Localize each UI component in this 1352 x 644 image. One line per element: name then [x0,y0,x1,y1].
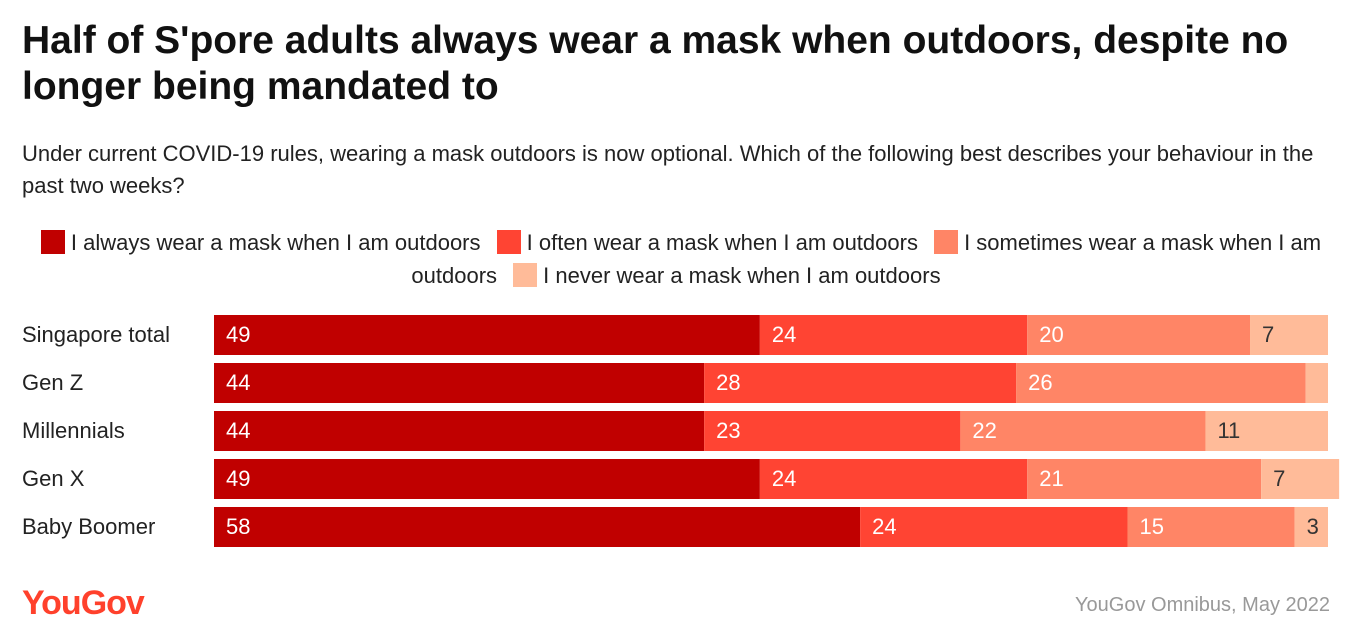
source-note: YouGov Omnibus, May 2022 [1075,594,1330,616]
data-label: 22 [972,418,996,443]
data-label: 11 [1217,418,1240,443]
bar-segment [214,459,760,499]
data-label: 28 [716,370,740,395]
data-label: 44 [226,370,250,395]
data-label: 3 [1307,514,1319,539]
legend: I always wear a mask when I am outdoors … [20,226,1332,292]
bar-segment [1027,459,1262,499]
bar-segment [860,507,1128,547]
bar-segment [1294,507,1328,547]
data-label: 23 [716,418,740,443]
chart-subtitle: Under current COVID-19 rules, wearing a … [22,141,1314,198]
data-label: 44 [226,418,250,443]
data-label: 20 [1039,322,1063,347]
category-label: Millennials [22,418,125,443]
legend-swatch [40,230,65,254]
legend-label: I sometimes wear a mask when I am outdoo… [411,230,1322,288]
bar-segment [704,411,961,451]
data-label: 24 [772,466,796,491]
bar-segment [1261,459,1340,499]
legend-label: I never wear a mask when I am outdoors [543,263,941,288]
legend-swatch [513,263,538,287]
data-label: 15 [1139,514,1163,539]
legend-item: I always wear a mask when I am outdoors [31,230,481,255]
bar-segment [704,363,1017,403]
legend-label: I often wear a mask when I am outdoors [526,230,918,255]
chart-title: Half of S'pore adults always wear a mask… [22,19,1289,108]
category-label: Gen Z [22,370,83,395]
bar-segment [759,315,1028,355]
bar-segment [960,411,1206,451]
data-label: 24 [772,322,796,347]
bar-segment [1016,363,1306,403]
logo: YouGov [22,584,145,622]
category-label: Singapore total [22,322,170,347]
bar-segment [214,315,760,355]
bar-segment [214,507,861,547]
chart: Singapore total 49 24 20 7 Gen Z 44 28 26 Millenn… [22,315,1340,547]
bar-segment [214,411,705,451]
bar-segment [1250,315,1328,355]
legend-item: I sometimes wear a mask when I am outdoo… [411,230,1321,288]
legend-swatch [934,230,959,254]
data-label: 26 [1028,370,1052,395]
data-label: 58 [226,514,250,539]
bar-segment [214,363,705,403]
category-label: Gen X [22,466,85,491]
data-label: 49 [226,466,250,491]
bar-segment [1027,315,1251,355]
data-label: 7 [1262,322,1274,347]
bar-segment [759,459,1028,499]
legend-label: I always wear a mask when I am outdoors [70,230,481,255]
legend-swatch [496,230,521,254]
data-label: 21 [1039,466,1063,491]
legend-item: I often wear a mask when I am outdoors [487,230,918,255]
data-label: 7 [1273,466,1285,491]
bar-segment [1127,507,1295,547]
data-label: 49 [226,322,250,347]
category-label: Baby Boomer [22,514,155,539]
bar-segment [1305,363,1328,403]
bar-segment [1205,411,1328,451]
data-label: 24 [872,514,896,539]
legend-item: I never wear a mask when I am outdoors [503,263,941,288]
